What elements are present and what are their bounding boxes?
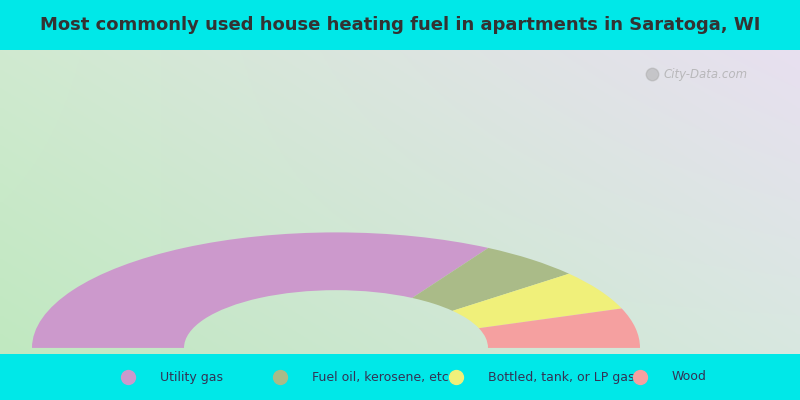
Wedge shape <box>453 274 622 328</box>
Text: Fuel oil, kerosene, etc.: Fuel oil, kerosene, etc. <box>312 370 453 384</box>
Wedge shape <box>479 308 640 348</box>
Text: Bottled, tank, or LP gas: Bottled, tank, or LP gas <box>488 370 634 384</box>
Text: Wood: Wood <box>672 370 707 384</box>
Wedge shape <box>412 248 569 311</box>
Wedge shape <box>32 232 488 348</box>
Text: Most commonly used house heating fuel in apartments in Saratoga, WI: Most commonly used house heating fuel in… <box>40 16 760 34</box>
Text: Utility gas: Utility gas <box>160 370 223 384</box>
Text: City-Data.com: City-Data.com <box>664 68 748 81</box>
